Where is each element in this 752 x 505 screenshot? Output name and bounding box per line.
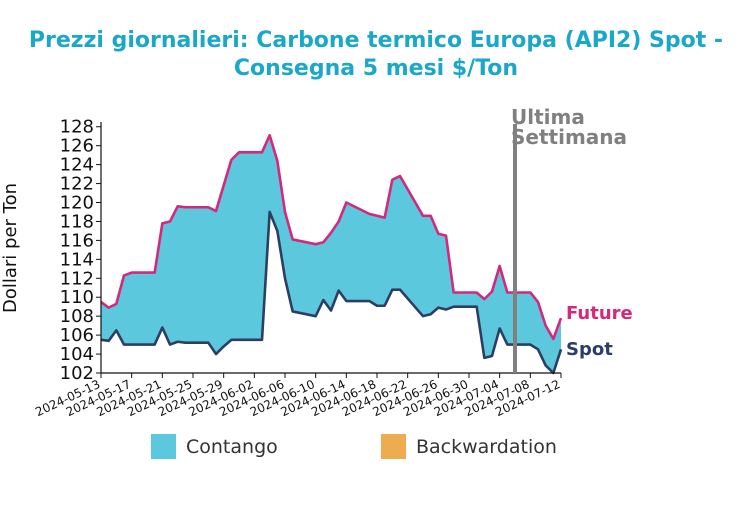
y-tick-label: 122 [60,174,94,195]
chart-title-line1: Prezzi giornalieri: Carbone termico Euro… [29,28,723,53]
y-tick-label: 114 [60,249,94,270]
last-week-marker: Ultima Settimana [511,105,627,373]
future-series-line [100,133,563,341]
legend-swatch-contango [151,434,176,459]
y-tick-label: 102 [60,363,94,384]
y-tick-label: 108 [60,306,94,327]
y-tick-label: 112 [60,268,94,289]
legend-label-backwardation: Backwardation [416,436,557,458]
plot-area [100,133,563,375]
series-end-labels: Future Spot [566,303,633,360]
last-week-label-line1: Ultima [511,105,585,129]
chart-title-line2: Consegna 5 mesi $/Ton [234,56,518,81]
legend-label-contango: Contango [186,436,278,458]
y-tick-label: 120 [60,193,94,214]
y-tick-label: 128 [60,117,94,138]
y-tick-label: 106 [60,325,94,346]
spot-series-line [100,210,563,375]
y-tick-label: 116 [60,230,94,251]
spot-end-label: Spot [566,339,613,360]
y-tick-label: 124 [60,155,94,176]
contango-fill-area [101,135,561,373]
y-tick-label: 126 [60,136,94,157]
future-end-label: Future [566,303,633,324]
y-tick-label: 118 [60,211,94,232]
y-axis: 1021041061081101121141161181201221241261… [60,117,102,384]
y-axis-label: Dollari per Ton [0,183,21,313]
y-tick-label: 104 [60,344,94,365]
legend: Contango Backwardation [151,434,557,459]
y-tick-label: 110 [60,287,94,308]
last-week-label-line2: Settimana [511,125,627,149]
legend-swatch-backwardation [381,434,406,459]
x-axis: 2024-05-132024-05-172024-05-212024-05-25… [33,372,562,419]
